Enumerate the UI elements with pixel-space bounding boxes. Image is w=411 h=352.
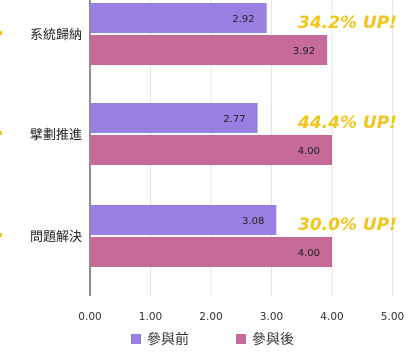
bar-value-label: 4.00 bbox=[298, 146, 320, 157]
category-label: 系統歸納 bbox=[30, 28, 82, 43]
legend-swatch bbox=[131, 334, 141, 344]
bar-before bbox=[90, 205, 277, 235]
x-tick-label: 4.00 bbox=[320, 311, 343, 323]
bar-before bbox=[90, 103, 258, 133]
category-label: 問題解決 bbox=[30, 230, 82, 245]
increase-annotation: 34.2% UP! bbox=[298, 13, 397, 33]
bar-value-label: 3.08 bbox=[242, 216, 264, 227]
edge-mark bbox=[0, 131, 2, 135]
x-tick-label: 1.00 bbox=[139, 311, 162, 323]
bar-before bbox=[90, 3, 267, 33]
category-label: 擘劃推進 bbox=[30, 127, 82, 143]
x-tick-label: 0.00 bbox=[78, 311, 101, 323]
bar-value-label: 4.00 bbox=[298, 248, 320, 259]
x-tick-label: 2.00 bbox=[199, 311, 222, 323]
edge-mark bbox=[0, 233, 2, 237]
legend-label: 參與後 bbox=[252, 332, 294, 348]
increase-annotation: 44.4% UP! bbox=[297, 113, 397, 133]
bar-after bbox=[90, 135, 332, 165]
bar-value-label: 2.92 bbox=[232, 14, 254, 25]
bar-after bbox=[90, 35, 328, 65]
bar-value-label: 2.77 bbox=[223, 114, 245, 125]
bar-after bbox=[90, 237, 332, 267]
legend-swatch bbox=[236, 334, 246, 344]
x-tick-label: 5.00 bbox=[381, 311, 404, 323]
increase-annotation: 30.0% UP! bbox=[298, 215, 397, 235]
legend-label: 參與前 bbox=[147, 331, 189, 348]
x-tick-label: 3.00 bbox=[260, 311, 283, 323]
edge-mark bbox=[0, 31, 2, 35]
bar-value-label: 3.92 bbox=[293, 46, 315, 57]
